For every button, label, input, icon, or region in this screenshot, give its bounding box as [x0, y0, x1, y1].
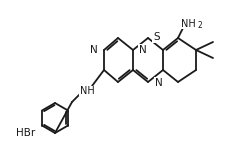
Text: N: N [139, 45, 147, 55]
Text: N: N [90, 45, 98, 55]
Text: HBr: HBr [16, 128, 35, 138]
Text: N: N [155, 78, 163, 88]
Text: S: S [153, 32, 160, 42]
Text: NH: NH [80, 86, 94, 96]
Text: 2: 2 [198, 21, 203, 30]
Text: NH: NH [181, 19, 195, 29]
